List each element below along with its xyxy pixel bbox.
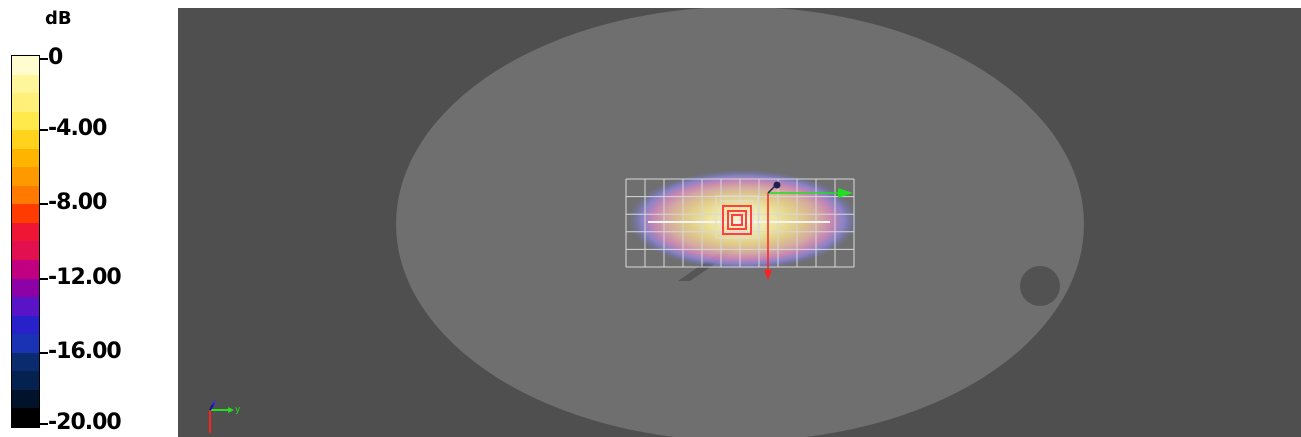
- legend-swatch: [12, 315, 39, 335]
- legend-swatch: [12, 74, 39, 94]
- legend-tick-mark: [40, 203, 48, 206]
- legend-swatch: [12, 222, 39, 242]
- legend-swatch: [12, 334, 39, 353]
- legend-swatch: [12, 278, 39, 298]
- legend-swatch: [12, 130, 39, 149]
- legend-swatch: [12, 93, 39, 112]
- color-legend: dB 0 -4.00 -8.00 -12.00 -16.00 -20.00: [0, 0, 178, 437]
- legend-unit-label: dB: [45, 8, 72, 29]
- axis-triad-y-label: y: [235, 405, 241, 415]
- legend-swatch: [12, 352, 39, 372]
- legend-tick-label: -8.00: [48, 190, 107, 216]
- legend-tick-label: -12.00: [48, 264, 122, 290]
- legend-tick-mark: [40, 128, 48, 131]
- phantom-marker-circle: [1020, 266, 1060, 306]
- legend-tick-mark: [40, 58, 48, 60]
- local-axes: [764, 181, 853, 280]
- legend-swatch: [12, 148, 39, 168]
- legend-swatch: [12, 371, 39, 390]
- legend-tick-mark: [40, 423, 48, 425]
- legend-swatch: [12, 185, 39, 205]
- axis-triad: z y: [209, 398, 241, 433]
- legend-tick-label: -16.00: [48, 339, 122, 365]
- legend-swatch: [12, 408, 39, 427]
- legend-tick-mark: [40, 352, 48, 355]
- legend-tick-mark: [40, 277, 48, 280]
- legend-tick-label: -20.00: [48, 410, 122, 435]
- legend-colorbar: [11, 55, 40, 428]
- legend-swatch: [12, 389, 39, 409]
- 3d-viewport[interactable]: z y: [178, 8, 1301, 437]
- legend-tick-label: -4.00: [48, 115, 107, 141]
- axis-triad-z-label: z: [212, 398, 216, 407]
- legend-swatch: [12, 204, 39, 223]
- legend-swatch: [12, 167, 39, 186]
- legend-swatch: [12, 260, 39, 279]
- legend-swatch: [12, 56, 39, 75]
- legend-swatch: [12, 241, 39, 261]
- zoom-scan-box: [715, 195, 759, 239]
- legend-swatch: [12, 111, 39, 131]
- legend-tick-label: 0: [48, 45, 63, 70]
- scene-svg: z y: [209, 8, 1084, 437]
- legend-swatch: [12, 297, 39, 316]
